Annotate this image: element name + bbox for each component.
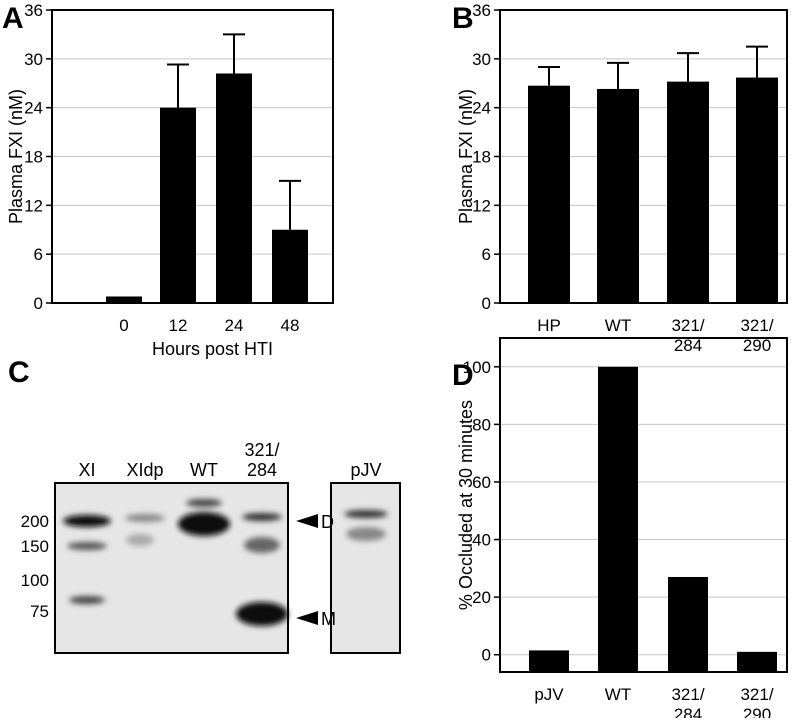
y-tick-label: 18 (472, 148, 491, 167)
x-tick-label: 321/290 (740, 685, 773, 718)
y-axis-label: Plasma FXI (nM) (456, 89, 476, 224)
bar (106, 296, 142, 303)
marker-label: 100 (21, 571, 49, 590)
bar (737, 651, 777, 672)
x-tick-label: pJV (534, 685, 564, 704)
bar (668, 576, 708, 672)
x-tick-label: 321/284 (671, 316, 704, 355)
bar (216, 73, 252, 303)
bar (160, 107, 196, 304)
y-tick-label: 36 (24, 1, 43, 20)
lane-label: XIdp (126, 460, 163, 480)
y-tick-label: 40 (472, 531, 491, 550)
x-tick-label: WT (605, 685, 631, 704)
panel-letter: D (452, 359, 474, 392)
bar (598, 366, 638, 672)
x-tick-label: 24 (225, 316, 244, 335)
y-tick-label: 36 (472, 1, 491, 20)
y-tick-label: 24 (24, 99, 43, 118)
y-tick-label: 24 (472, 99, 491, 118)
bar (272, 229, 308, 303)
band-label: M (321, 609, 336, 629)
plot-frame (51, 9, 334, 304)
y-tick-label: 30 (24, 50, 43, 69)
lane-label: XI (78, 460, 95, 480)
y-tick-label: 6 (482, 245, 491, 264)
band-label: D (321, 512, 334, 532)
y-tick-label: 18 (24, 148, 43, 167)
x-tick-label: HP (537, 316, 561, 335)
x-axis-label: Hours post HTI (152, 339, 273, 359)
panel-letter: C (8, 356, 30, 389)
panel-letter: B (452, 2, 474, 35)
marker-label: 150 (21, 537, 49, 556)
bar (529, 650, 569, 672)
plot-frame (499, 9, 788, 304)
y-tick-label: 0 (34, 294, 43, 313)
lane-label: 321/284 (244, 440, 279, 480)
y-tick-label: 100 (463, 358, 491, 377)
gel-image (54, 482, 401, 654)
y-tick-label: 12 (24, 196, 43, 215)
y-tick-label: 60 (472, 473, 491, 492)
y-tick-label: 30 (472, 50, 491, 69)
y-tick-label: 0 (482, 646, 491, 665)
bar (667, 81, 709, 303)
y-axis-label: % Occluded at 30 minutes (456, 400, 476, 610)
lane-label: WT (190, 460, 218, 480)
y-axis-label: Plasma FXI (nM) (6, 89, 26, 224)
y-tick-label: 20 (472, 588, 491, 607)
x-tick-label: 321/290 (740, 316, 773, 355)
marker-label: 75 (30, 602, 49, 621)
lane-label: pJV (350, 460, 381, 480)
y-tick-label: 0 (482, 294, 491, 313)
x-tick-label: 48 (281, 316, 300, 335)
x-tick-label: WT (605, 316, 631, 335)
x-tick-label: 0 (119, 316, 128, 335)
x-tick-label: 321/284 (671, 685, 704, 718)
y-tick-label: 12 (472, 196, 491, 215)
y-tick-label: 80 (472, 415, 491, 434)
marker-label: 200 (21, 512, 49, 531)
x-tick-label: 12 (169, 316, 188, 335)
y-tick-label: 6 (34, 245, 43, 264)
bar (597, 88, 639, 303)
bar (528, 85, 570, 303)
panel-letter: A (2, 2, 24, 35)
plot-frame (499, 337, 788, 673)
bar (736, 77, 778, 303)
